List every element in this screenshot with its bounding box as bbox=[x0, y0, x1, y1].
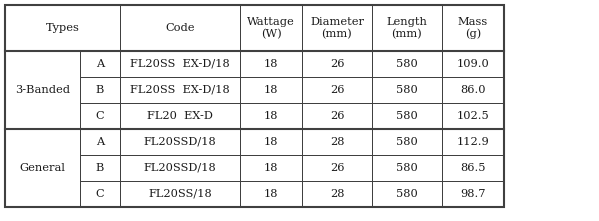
Text: 86.5: 86.5 bbox=[460, 163, 486, 173]
Text: 18: 18 bbox=[264, 85, 279, 95]
Bar bbox=[5, 5, 120, 51]
Bar bbox=[120, 51, 240, 77]
Bar bbox=[5, 5, 504, 207]
Bar bbox=[120, 155, 240, 181]
Text: 580: 580 bbox=[396, 111, 418, 121]
Bar bbox=[372, 155, 442, 181]
Text: 18: 18 bbox=[264, 111, 279, 121]
Text: 580: 580 bbox=[396, 163, 418, 173]
Bar bbox=[372, 77, 442, 103]
Bar bbox=[240, 51, 302, 77]
Text: General: General bbox=[20, 163, 65, 173]
Text: 109.0: 109.0 bbox=[456, 59, 489, 69]
Text: FL20SS  EX-D/18: FL20SS EX-D/18 bbox=[130, 59, 230, 69]
Bar bbox=[302, 103, 372, 129]
Bar bbox=[442, 181, 504, 207]
Text: 26: 26 bbox=[330, 111, 344, 121]
Text: FL20SS  EX-D/18: FL20SS EX-D/18 bbox=[130, 85, 230, 95]
Text: B: B bbox=[96, 163, 104, 173]
Bar bbox=[302, 5, 372, 51]
Text: Length
(mm): Length (mm) bbox=[386, 17, 428, 39]
Bar bbox=[302, 181, 372, 207]
Text: FL20SSD/18: FL20SSD/18 bbox=[144, 163, 216, 173]
Bar bbox=[80, 155, 120, 181]
Text: Code: Code bbox=[165, 23, 195, 33]
Text: 112.9: 112.9 bbox=[456, 137, 489, 147]
Bar bbox=[302, 155, 372, 181]
Text: A: A bbox=[96, 59, 104, 69]
Bar bbox=[120, 77, 240, 103]
Text: B: B bbox=[96, 85, 104, 95]
Text: 98.7: 98.7 bbox=[460, 189, 486, 199]
Text: C: C bbox=[96, 189, 104, 199]
Text: 3-Banded: 3-Banded bbox=[15, 85, 70, 95]
Bar bbox=[5, 51, 80, 129]
Text: 86.0: 86.0 bbox=[460, 85, 486, 95]
Bar bbox=[80, 103, 120, 129]
Bar bbox=[240, 5, 302, 51]
Bar bbox=[372, 129, 442, 155]
Bar bbox=[240, 155, 302, 181]
Text: Mass
(g): Mass (g) bbox=[458, 17, 488, 39]
Text: FL20SS/18: FL20SS/18 bbox=[148, 189, 212, 199]
Bar bbox=[120, 129, 240, 155]
Text: FL20SSD/18: FL20SSD/18 bbox=[144, 137, 216, 147]
Text: 28: 28 bbox=[330, 137, 344, 147]
Bar bbox=[80, 129, 120, 155]
Text: Wattage
(W): Wattage (W) bbox=[247, 17, 295, 39]
Text: 26: 26 bbox=[330, 85, 344, 95]
Text: 580: 580 bbox=[396, 85, 418, 95]
Text: 580: 580 bbox=[396, 59, 418, 69]
Bar bbox=[5, 129, 80, 207]
Text: 18: 18 bbox=[264, 189, 279, 199]
Bar bbox=[372, 5, 442, 51]
Bar bbox=[302, 51, 372, 77]
Bar bbox=[442, 51, 504, 77]
Bar bbox=[240, 181, 302, 207]
Text: Types: Types bbox=[46, 23, 80, 33]
Bar bbox=[240, 77, 302, 103]
Bar bbox=[372, 181, 442, 207]
Bar bbox=[120, 5, 240, 51]
Text: 580: 580 bbox=[396, 189, 418, 199]
Bar bbox=[120, 181, 240, 207]
Bar bbox=[80, 181, 120, 207]
Bar bbox=[302, 77, 372, 103]
Text: 28: 28 bbox=[330, 189, 344, 199]
Text: 18: 18 bbox=[264, 59, 279, 69]
Bar bbox=[372, 51, 442, 77]
Text: 102.5: 102.5 bbox=[456, 111, 489, 121]
Bar bbox=[240, 103, 302, 129]
Bar bbox=[372, 103, 442, 129]
Bar bbox=[120, 103, 240, 129]
Text: 26: 26 bbox=[330, 59, 344, 69]
Bar bbox=[442, 5, 504, 51]
Bar bbox=[442, 129, 504, 155]
Bar bbox=[302, 129, 372, 155]
Bar bbox=[80, 77, 120, 103]
Text: Diameter
(mm): Diameter (mm) bbox=[310, 17, 364, 39]
Text: A: A bbox=[96, 137, 104, 147]
Bar bbox=[442, 155, 504, 181]
Text: FL20  EX-D: FL20 EX-D bbox=[147, 111, 213, 121]
Text: C: C bbox=[96, 111, 104, 121]
Bar bbox=[80, 51, 120, 77]
Text: 18: 18 bbox=[264, 137, 279, 147]
Bar bbox=[442, 103, 504, 129]
Bar bbox=[442, 77, 504, 103]
Text: 26: 26 bbox=[330, 163, 344, 173]
Text: 580: 580 bbox=[396, 137, 418, 147]
Text: 18: 18 bbox=[264, 163, 279, 173]
Bar bbox=[240, 129, 302, 155]
